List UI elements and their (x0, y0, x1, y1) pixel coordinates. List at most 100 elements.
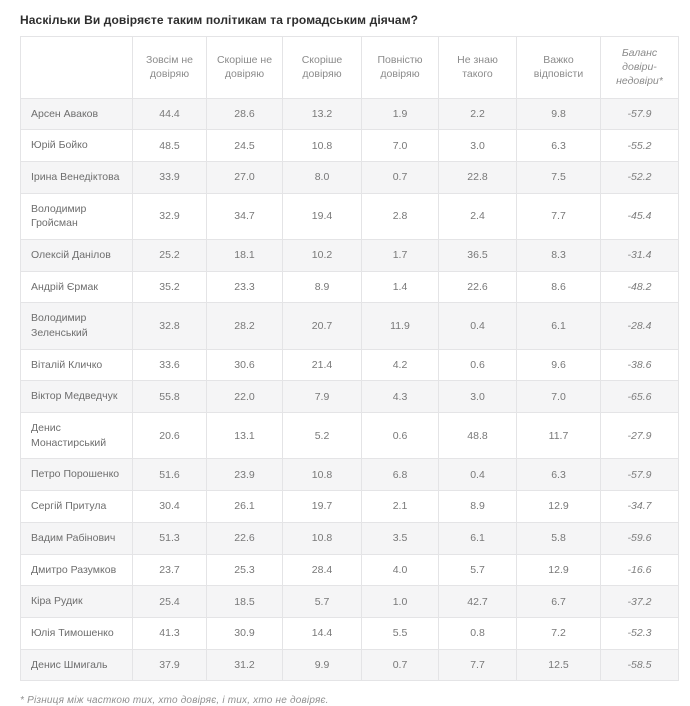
percent-value: 5.8 (516, 521, 601, 555)
politician-name: Юрій Бойко (20, 129, 133, 162)
percent-value: 4.3 (361, 380, 439, 414)
percent-value: 0.6 (361, 412, 439, 460)
politician-name: Денис Монастирський (20, 412, 133, 460)
percent-value: 0.6 (438, 348, 517, 382)
percent-value: 22.0 (206, 380, 283, 414)
percent-value: 55.8 (132, 380, 207, 414)
percent-value: 28.6 (206, 97, 283, 131)
politician-name: Арсен Аваков (20, 97, 133, 131)
col-header-empty (20, 36, 133, 99)
percent-value: 13.2 (282, 97, 362, 131)
balance-value: -37.2 (600, 585, 679, 618)
percent-value: 51.6 (132, 458, 207, 492)
percent-value: 36.5 (438, 238, 517, 272)
percent-value: 48.8 (438, 412, 517, 460)
percent-value: 4.2 (361, 348, 439, 382)
percent-value: 4.0 (361, 553, 439, 587)
table-row: Сергій Притула 30.4 26.1 19.7 2.1 8.9 12.9 -34.… (20, 490, 679, 523)
percent-value: 9.6 (516, 348, 601, 382)
percent-value: 23.7 (132, 553, 207, 587)
percent-value: 7.2 (516, 616, 601, 650)
col-header-fully-trust: Повністю довіряю (361, 36, 439, 99)
balance-value: -16.6 (600, 553, 679, 587)
percent-value: 11.7 (516, 412, 601, 460)
table-row: Олексій Данілов 25.2 18.1 10.2 1.7 36.5 8.3 -31… (20, 238, 679, 272)
percent-value: 7.7 (516, 192, 601, 240)
table-header: Зовсім не довіряю Скоріше не довіряю Ско… (20, 36, 679, 99)
table-row: Володимир Зеленський 32.8 28.2 20.7 11.9 0.4 6… (20, 302, 679, 350)
percent-value: 24.5 (206, 129, 283, 162)
percent-value: 2.4 (438, 192, 517, 240)
percent-value: 20.6 (132, 412, 207, 460)
percent-value: 2.1 (361, 490, 439, 523)
percent-value: 22.6 (438, 270, 517, 304)
percent-value: 10.8 (282, 521, 362, 555)
percent-value: 10.8 (282, 458, 362, 492)
percent-value: 7.0 (516, 380, 601, 414)
percent-value: 10.8 (282, 129, 362, 162)
politician-name: Петро Порошенко (20, 458, 133, 492)
percent-value: 48.5 (132, 129, 207, 162)
percent-value: 2.2 (438, 97, 517, 131)
percent-value: 0.4 (438, 302, 517, 350)
percent-value: 25.2 (132, 238, 207, 272)
percent-value: 19.4 (282, 192, 362, 240)
percent-value: 6.1 (438, 521, 517, 555)
table-row: Юлія Тимошенко 41.3 30.9 14.4 5.5 0.8 7.2 -52.3 (20, 616, 679, 650)
percent-value: 0.4 (438, 458, 517, 492)
percent-value: 7.9 (282, 380, 362, 414)
table-row: Денис Шмигаль 37.9 31.2 9.9 0.7 7.7 12.5 -58.5 (20, 648, 679, 682)
balance-value: -57.9 (600, 97, 679, 131)
table-row: Ірина Венедіктова 33.9 27.0 8.0 0.7 22.8 7.5 -5… (20, 160, 679, 194)
percent-value: 2.8 (361, 192, 439, 240)
percent-value: 5.7 (438, 553, 517, 587)
percent-value: 6.1 (516, 302, 601, 350)
politician-name: Володимир Гройсман (20, 192, 133, 240)
percent-value: 33.6 (132, 348, 207, 382)
percent-value: 8.9 (282, 270, 362, 304)
politician-name: Вадим Рабінович (20, 521, 133, 555)
percent-value: 11.9 (361, 302, 439, 350)
percent-value: 25.3 (206, 553, 283, 587)
footnote: * Різниця між часткою тих, хто довіряє, … (20, 695, 329, 706)
percent-value: 42.7 (438, 585, 517, 618)
percent-value: 30.6 (206, 348, 283, 382)
percent-value: 9.9 (282, 648, 362, 682)
percent-value: 12.5 (516, 648, 601, 682)
percent-value: 9.8 (516, 97, 601, 131)
percent-value: 25.4 (132, 585, 207, 618)
politician-name: Дмитро Разумков (20, 553, 133, 587)
col-header-rather-distrust: Скоріше не довіряю (206, 36, 283, 99)
percent-value: 28.2 (206, 302, 283, 350)
politician-name: Віталій Кличко (20, 348, 133, 382)
percent-value: 19.7 (282, 490, 362, 523)
percent-value: 6.7 (516, 585, 601, 618)
balance-value: -31.4 (600, 238, 679, 272)
table-row: Вадим Рабінович 51.3 22.6 10.8 3.5 6.1 5.8 -59.… (20, 521, 679, 555)
col-header-trust-balance: Баланс довіри-недовіри* (600, 36, 679, 99)
politician-name: Юлія Тимошенко (20, 616, 133, 650)
balance-value: -27.9 (600, 412, 679, 460)
percent-value: 41.3 (132, 616, 207, 650)
percent-value: 18.5 (206, 585, 283, 618)
percent-value: 28.4 (282, 553, 362, 587)
percent-value: 34.7 (206, 192, 283, 240)
balance-value: -45.4 (600, 192, 679, 240)
percent-value: 44.4 (132, 97, 207, 131)
percent-value: 0.7 (361, 160, 439, 194)
percent-value: 0.7 (361, 648, 439, 682)
table-row: Юрій Бойко 48.5 24.5 10.8 7.0 3.0 6.3 -55.2 (20, 129, 679, 162)
percent-value: 30.9 (206, 616, 283, 650)
politician-name: Олексій Данілов (20, 238, 133, 272)
percent-value: 1.9 (361, 97, 439, 131)
percent-value: 37.9 (132, 648, 207, 682)
percent-value: 21.4 (282, 348, 362, 382)
politician-name: Кіра Рудик (20, 585, 133, 618)
percent-value: 30.4 (132, 490, 207, 523)
header-row: Зовсім не довіряю Скоріше не довіряю Ско… (20, 36, 679, 99)
table-row: Дмитро Разумков 23.7 25.3 28.4 4.0 5.7 12.9 -16… (20, 553, 679, 587)
trust-table: Зовсім не довіряю Скоріше не довіряю Ско… (20, 36, 679, 682)
table-body: Арсен Аваков 44.4 28.6 13.2 1.9 2.2 9.8 -57.9 Юр… (20, 97, 679, 682)
percent-value: 22.8 (438, 160, 517, 194)
table-row: Арсен Аваков 44.4 28.6 13.2 1.9 2.2 9.8 -57.9 (20, 97, 679, 131)
